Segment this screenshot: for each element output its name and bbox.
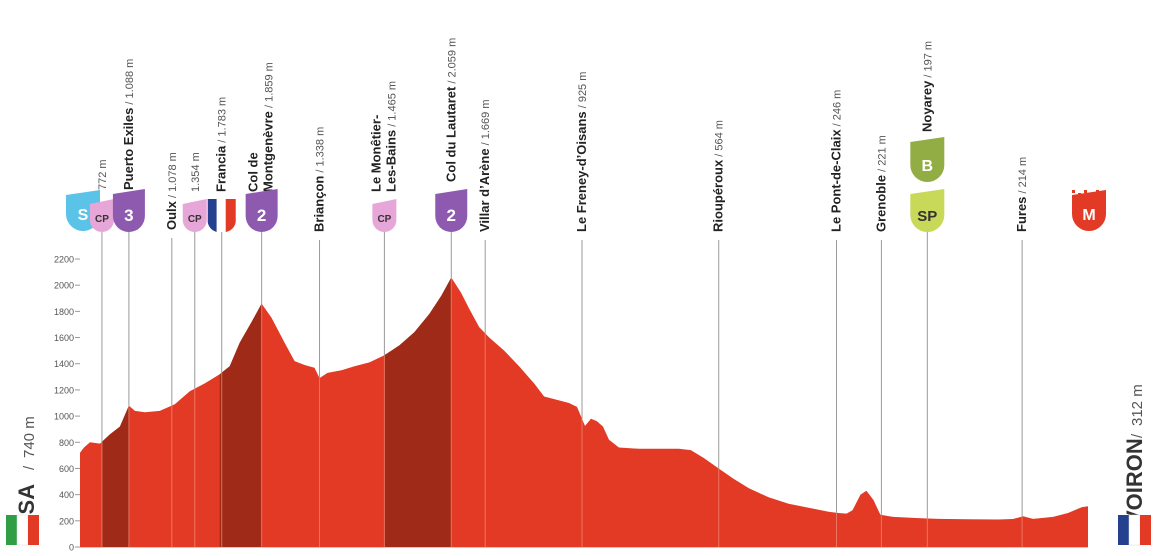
checkpoint-badge	[182, 199, 207, 232]
bonus-badge	[910, 137, 945, 182]
category-badge	[112, 189, 145, 232]
y-tick-label: 1000	[54, 412, 74, 422]
y-tick-label: 200	[59, 516, 74, 526]
france-badge-red	[225, 199, 236, 232]
y-tick-label: 1400	[54, 359, 74, 369]
climb-segment	[219, 303, 262, 547]
badge-text: S	[78, 207, 89, 224]
marker-label: Oulx / 1.078 m	[164, 152, 179, 230]
checker	[1084, 190, 1087, 193]
y-tick-label: 600	[59, 464, 74, 474]
marker-label: Rioupéroux / 564 m	[711, 120, 726, 232]
france-badge-blue	[207, 199, 217, 232]
badge-text: CP	[95, 214, 109, 225]
y-tick-label: 0	[69, 543, 74, 552]
badge-text: CP	[188, 214, 202, 225]
finish-badge	[1072, 190, 1106, 231]
checker	[1102, 193, 1105, 196]
climb-segment	[384, 277, 452, 547]
y-tick-label: 2200	[54, 255, 74, 265]
marker-label: 1.354 m	[190, 152, 202, 192]
marker-label: Francia / 1.783 m	[214, 97, 229, 192]
marker-label: Col du Lautaret / 2.059 m	[443, 38, 458, 182]
category-badge	[435, 189, 468, 232]
france-badge-white	[216, 199, 226, 232]
italy-flag	[6, 514, 39, 546]
marker-label: Le Freney-d’Oisans / 925 m	[574, 72, 589, 232]
marker-label: 772 m	[97, 159, 109, 190]
badge-text: M	[1082, 207, 1095, 224]
profile-fill	[80, 277, 1088, 547]
finish-altitude: 312 m	[1129, 384, 1146, 426]
marker-badges: S CP 3 CP 2 CP 2 B SP M	[66, 137, 1106, 232]
marker-place: Col de	[246, 152, 261, 192]
sprint-badge	[910, 189, 945, 232]
start-altitude: 740 m	[21, 416, 38, 458]
checkpoint-badge	[89, 199, 114, 232]
start-altitude-sep: /	[21, 465, 38, 470]
checker	[1096, 190, 1099, 193]
category-badge	[245, 189, 278, 232]
badge-text: CP	[377, 214, 391, 225]
marker-label: Grenoble / 221 m	[873, 135, 888, 232]
profile-area	[80, 277, 1088, 547]
checkpoint-badge	[372, 199, 397, 232]
marker-label: Le Pont-de-Claix / 246 m	[828, 90, 843, 232]
y-tick-label: 1600	[54, 333, 74, 343]
marker-label: Puerto Exiles / 1.088 m	[121, 59, 136, 190]
badge-text: 2	[257, 206, 266, 225]
y-tick-label: 2000	[54, 281, 74, 291]
marker-label: Villar d’Arène / 1.669 m	[477, 100, 492, 233]
finish-place: VOIRON	[1122, 438, 1147, 525]
checker	[1072, 190, 1075, 193]
y-tick-label: 1800	[54, 307, 74, 317]
checker	[1090, 193, 1093, 196]
y-tick-label: 400	[59, 490, 74, 500]
marker-label: Fures / 214 m	[1014, 157, 1029, 232]
badge-text: 3	[124, 206, 133, 225]
france-flag	[1118, 514, 1151, 546]
badge-text: 2	[447, 206, 456, 225]
finish-altitude-sep: /	[1129, 433, 1146, 438]
marker-place-line2: Montgenèvre / 1.859 m	[261, 62, 276, 192]
y-tick-label: 1200	[54, 385, 74, 395]
climb-segment	[102, 405, 129, 547]
finish-label: VOIRON / 312 m	[1122, 384, 1147, 525]
badge-text: SP	[917, 208, 937, 225]
y-tick-label: 800	[59, 438, 74, 448]
marker-labels: 772 m Puerto Exiles / 1.088 m Oulx / 1.078…	[97, 38, 1029, 232]
badge-text: B	[922, 158, 934, 175]
marker-place-line2: Les-Bains / 1.465 m	[383, 81, 398, 192]
marker-lines	[101, 232, 1023, 547]
marker-label: Briançon / 1.338 m	[312, 127, 327, 232]
marker-label: Noyarey / 197 m	[919, 41, 934, 132]
checker	[1078, 193, 1081, 196]
marker-place: Le Monêtier-	[368, 115, 383, 192]
